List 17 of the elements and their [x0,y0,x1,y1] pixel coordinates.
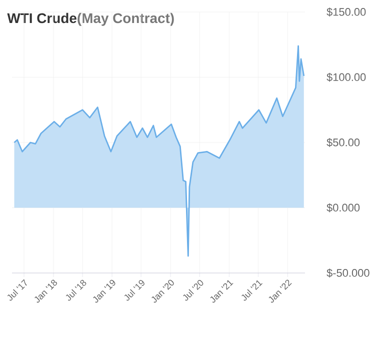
y-tick-label: $50.00 [326,138,360,147]
chart-subtitle: (May Contract) [78,12,174,26]
y-tick-label: $100.00 [326,72,366,82]
x-tick-label: Jan '20 [152,280,174,303]
x-tick-label: Jul '18 [66,280,86,301]
x-tick-label: Jul '17 [7,279,27,301]
y-tick-label: $-50.000 [326,268,370,278]
x-tick-label: Jul '21 [242,280,262,301]
x-tick-label: Jul '20 [183,280,204,301]
x-tick-label: Jan '21 [210,280,234,303]
y-tick-label: $0.000 [326,203,360,212]
chart-title: WTI Crude [7,12,76,24]
y-tick-label: $150.00 [326,8,366,16]
x-tick-label: Jan '22 [268,280,292,303]
x-tick-label: Jan '19 [93,280,116,303]
x-tick-label: Jul '19 [124,280,144,301]
x-tick-label: Jan '18 [34,280,58,303]
